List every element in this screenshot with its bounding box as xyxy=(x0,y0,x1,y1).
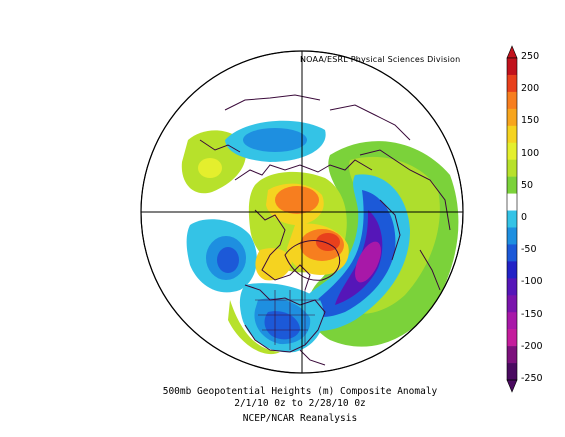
colorbar-swatch xyxy=(507,210,517,228)
globe-outline xyxy=(140,50,464,374)
colorbar-tick-label: -200 xyxy=(521,340,543,352)
colorbar-tick-label: 150 xyxy=(521,115,540,127)
colorbar-tick-label: -100 xyxy=(521,276,543,288)
colorbar-swatch xyxy=(507,227,517,245)
colorbar-swatch xyxy=(507,125,517,144)
colorbar-tick-label: 50 xyxy=(521,179,534,191)
colorbar-swatch xyxy=(507,346,517,364)
colorbar-swatch xyxy=(507,193,517,211)
colorbar-bottom-arrow xyxy=(506,379,518,393)
colorbar-swatch xyxy=(507,244,517,262)
anomaly-positive-nw-core xyxy=(198,158,222,178)
colorbar-swatch xyxy=(507,278,517,296)
colorbar-swatch xyxy=(507,142,517,160)
colorbar-tick-label: 0 xyxy=(521,212,528,223)
anomaly-negative-usa-core xyxy=(264,311,300,340)
colorbar-tick-label: 200 xyxy=(521,83,540,95)
anomaly-negative-atlantic-core xyxy=(355,241,381,283)
colorbar xyxy=(506,45,518,393)
colorbar-swatch xyxy=(507,74,517,93)
anomaly-negative-north-core xyxy=(243,128,307,152)
colorbar-swatch xyxy=(507,363,517,381)
anomaly-positive-canada-core xyxy=(316,233,340,251)
colorbar-swatch xyxy=(507,295,517,313)
anomaly-positive-southwest xyxy=(228,300,280,355)
colorbar-outline xyxy=(506,57,518,381)
caption-dataset: NCEP/NCAR Reanalysis xyxy=(242,413,358,424)
caption-date-range: 2/1/10 0z to 2/28/10 0z xyxy=(234,398,366,409)
caption-title: 500mb Geopotential Heights (m) Composite… xyxy=(162,386,438,397)
political-boundaries xyxy=(255,290,320,350)
anomaly-positive-central-orange xyxy=(275,186,319,214)
anomaly-negative-atlantic-deep xyxy=(335,210,383,305)
colorbar-swatch xyxy=(507,312,517,330)
colorbar-swatch xyxy=(507,176,517,194)
colorbar-tick-label: -50 xyxy=(521,244,537,256)
colorbar-swatch xyxy=(507,261,517,279)
colorbar-tick-label: -150 xyxy=(521,308,543,320)
colorbar-swatch xyxy=(507,329,517,347)
colorbar-top-arrow xyxy=(506,45,518,59)
colorbar-tick-label: 100 xyxy=(521,147,540,159)
colorbar-swatch xyxy=(507,108,517,127)
colorbar-swatch xyxy=(507,91,517,110)
colorbar-tick-label: -250 xyxy=(521,373,543,384)
data-credit: NOAA/ESRL Physical Sciences Division xyxy=(300,55,461,64)
anomaly-negative-pacific-core xyxy=(217,247,239,273)
colorbar-tick-label: 250 xyxy=(521,51,540,62)
colorbar-swatch xyxy=(507,159,517,177)
colorbar-swatch xyxy=(507,58,517,76)
